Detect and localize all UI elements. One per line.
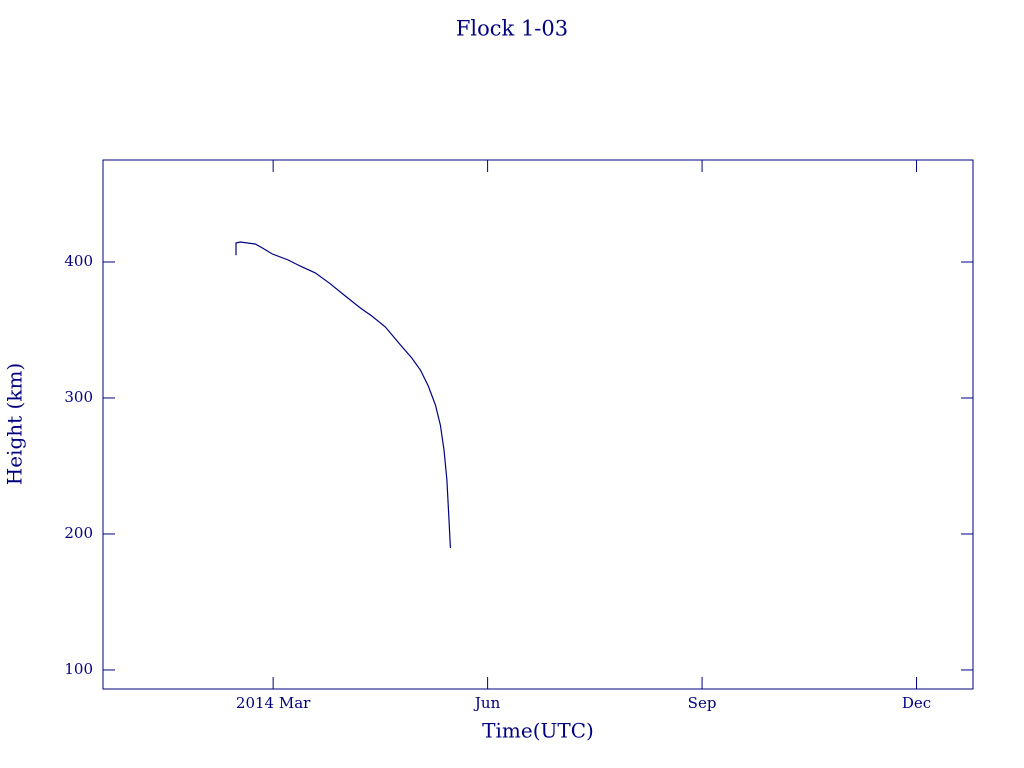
y-tick-label: 400 xyxy=(64,252,93,270)
chart-title: Flock 1-03 xyxy=(456,17,568,41)
x-axis-label: Time(UTC) xyxy=(482,719,594,743)
plot-frame xyxy=(102,159,974,690)
x-tick-label: Sep xyxy=(688,694,717,712)
y-tick-label: 200 xyxy=(64,524,93,542)
x-tick-label: Jun xyxy=(473,694,501,712)
x-tick-label: Dec xyxy=(902,694,931,712)
height-line xyxy=(235,241,451,549)
y-tick-label: 300 xyxy=(64,388,93,406)
y-tick-label: 100 xyxy=(64,660,93,678)
y-axis-label: Height (km) xyxy=(3,363,27,485)
x-tick-label: 2014 Mar xyxy=(236,694,311,712)
